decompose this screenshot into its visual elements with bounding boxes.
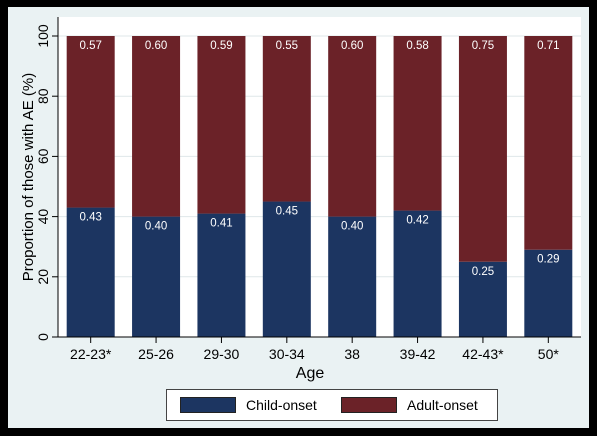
data-label-child-onset: 0.42 — [406, 215, 428, 227]
y-tick-label: 80 — [35, 88, 51, 104]
data-label-child-onset: 0.43 — [79, 212, 101, 224]
data-label-child-onset: 0.41 — [210, 218, 232, 230]
bar-child-onset — [328, 216, 377, 337]
chart-frame: 0.43 0.57 0.40 0.60 0.41 0.59 0.45 0.55 0.40 0.60… — [8, 7, 589, 428]
y-ticks: 0 20 40 60 80 100 — [35, 24, 58, 341]
x-tick-label: 50* — [538, 346, 560, 362]
bar-child-onset — [393, 210, 442, 337]
bar-child-onset — [458, 261, 507, 337]
bar-adult-onset — [393, 36, 442, 211]
bar-adult-onset — [262, 36, 311, 202]
bar-child-onset — [524, 249, 573, 337]
data-label-adult-onset: 0.60 — [341, 40, 363, 52]
y-tick-label: 60 — [35, 148, 51, 164]
bars — [66, 36, 573, 337]
bar-child-onset — [197, 213, 246, 337]
data-label-child-onset: 0.25 — [472, 266, 494, 278]
data-label-child-onset: 0.29 — [537, 254, 559, 266]
data-label-adult-onset: 0.60 — [145, 40, 167, 52]
x-axis-label: Age — [296, 365, 325, 382]
bar-adult-onset — [132, 36, 181, 217]
bar-adult-onset — [458, 36, 507, 262]
bar-child-onset — [132, 216, 181, 337]
bar-adult-onset — [328, 36, 377, 217]
bar-adult-onset — [197, 36, 246, 214]
bar-adult-onset — [66, 36, 115, 208]
x-ticks: 22-23* 25-26 29-30 30-34 38 39-42 42-43* 50* — [70, 337, 559, 362]
x-tick-label: 30-34 — [269, 346, 305, 362]
legend-item-adult-onset: Adult-onset — [341, 397, 478, 413]
data-label-adult-onset: 0.58 — [406, 40, 428, 52]
y-tick-label: 20 — [35, 269, 51, 285]
stacked-bar-chart: 0.43 0.57 0.40 0.60 0.41 0.59 0.45 0.55 0.40 0.60… — [20, 17, 581, 382]
x-tick-label: 22-23* — [70, 346, 112, 362]
data-label-child-onset: 0.40 — [145, 221, 167, 233]
data-label-adult-onset: 0.57 — [79, 40, 101, 52]
legend-label-adult-onset: Adult-onset — [407, 397, 478, 413]
bar-adult-onset — [524, 36, 573, 250]
x-tick-label: 25-26 — [138, 346, 174, 362]
legend: Child-onset Adult-onset — [166, 389, 498, 421]
y-axis-label: Proportion of those with AE (%) — [20, 73, 37, 281]
y-tick-label: 40 — [35, 209, 51, 225]
y-tick-label: 100 — [35, 24, 51, 48]
bar-child-onset — [66, 207, 115, 337]
data-label-child-onset: 0.40 — [341, 221, 363, 233]
legend-item-child-onset: Child-onset — [180, 397, 317, 413]
x-tick-label: 38 — [344, 346, 360, 362]
y-tick-label: 0 — [35, 333, 51, 341]
legend-swatch-adult-onset — [341, 397, 397, 413]
x-tick-label: 29-30 — [204, 346, 240, 362]
bar-labels: 0.43 0.57 0.40 0.60 0.41 0.59 0.45 0.55 0.40 0.60… — [79, 40, 559, 278]
data-label-adult-onset: 0.55 — [276, 40, 298, 52]
legend-swatch-child-onset — [180, 397, 236, 413]
x-tick-label: 39-42 — [400, 346, 436, 362]
data-label-adult-onset: 0.71 — [537, 40, 559, 52]
data-label-adult-onset: 0.59 — [210, 40, 232, 52]
data-label-child-onset: 0.45 — [276, 206, 298, 218]
x-tick-label: 42-43* — [462, 346, 504, 362]
legend-label-child-onset: Child-onset — [246, 397, 317, 413]
data-label-adult-onset: 0.75 — [472, 40, 494, 52]
bar-child-onset — [262, 201, 311, 337]
